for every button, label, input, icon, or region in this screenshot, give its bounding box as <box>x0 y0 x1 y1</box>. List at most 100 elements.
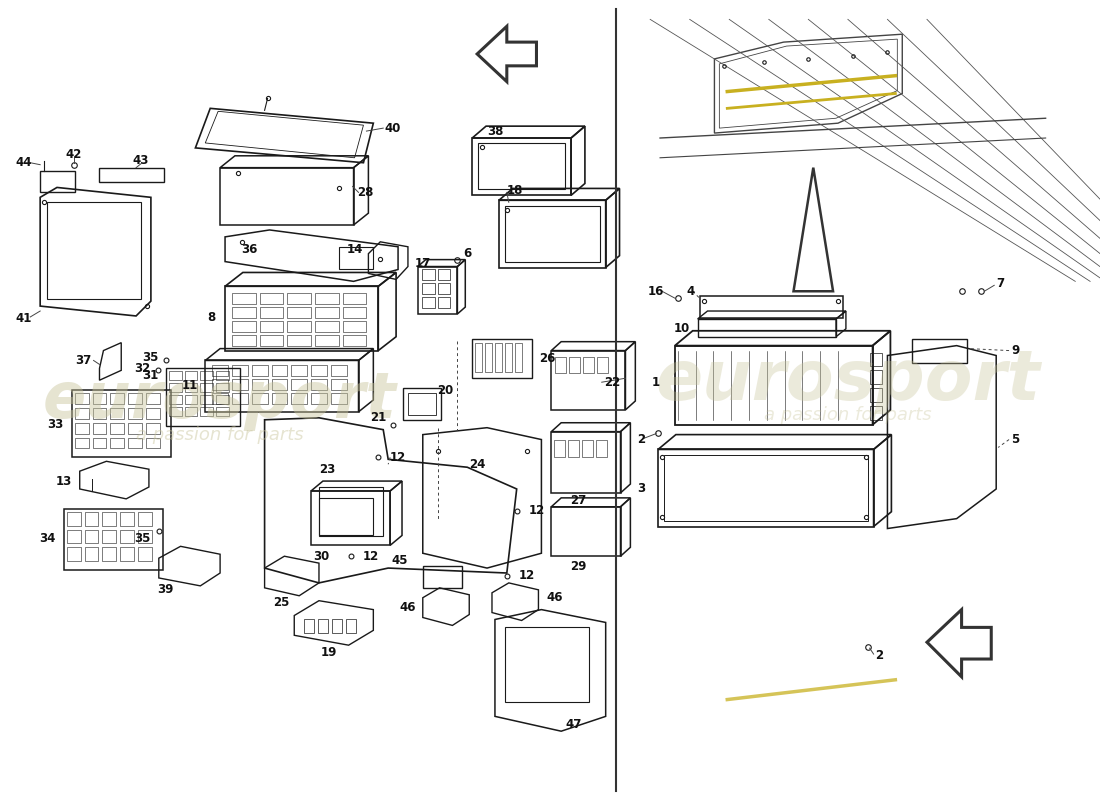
Bar <box>311 366 327 376</box>
Bar <box>92 408 107 418</box>
Bar <box>200 383 213 392</box>
Bar <box>551 350 626 410</box>
Text: 8: 8 <box>207 311 216 325</box>
Bar <box>292 366 307 376</box>
Bar <box>311 379 327 390</box>
Bar <box>110 408 124 418</box>
Bar <box>345 619 355 634</box>
Bar <box>252 366 267 376</box>
Text: 27: 27 <box>570 494 586 507</box>
Bar <box>138 512 152 526</box>
Bar <box>343 334 366 346</box>
Text: 47: 47 <box>565 718 582 730</box>
Text: 45: 45 <box>392 554 408 566</box>
Bar <box>138 547 152 561</box>
Text: 2: 2 <box>876 649 883 662</box>
Text: 6: 6 <box>463 247 472 260</box>
Bar <box>168 371 182 380</box>
Bar <box>216 407 229 416</box>
Text: 37: 37 <box>75 354 91 367</box>
Text: 5: 5 <box>1011 433 1020 446</box>
Bar <box>260 321 284 332</box>
Bar <box>212 366 228 376</box>
Text: 13: 13 <box>56 474 72 487</box>
Text: 10: 10 <box>673 322 690 335</box>
Bar <box>582 439 593 458</box>
Bar <box>185 383 197 392</box>
Text: 7: 7 <box>997 277 1004 290</box>
Bar <box>185 407 197 416</box>
Bar <box>85 547 99 561</box>
Bar <box>319 487 383 537</box>
Text: 32: 32 <box>134 362 151 375</box>
Bar <box>912 338 967 363</box>
Bar <box>319 498 373 535</box>
Bar <box>675 346 872 425</box>
Bar <box>120 547 134 561</box>
Bar <box>569 358 580 374</box>
Bar <box>287 334 311 346</box>
Bar <box>206 361 359 412</box>
Bar <box>75 422 89 434</box>
Bar <box>472 338 531 378</box>
Bar <box>67 512 80 526</box>
Bar <box>505 206 600 262</box>
Bar <box>568 439 579 458</box>
Bar <box>331 366 346 376</box>
Bar <box>212 393 228 404</box>
Bar <box>664 455 868 521</box>
Bar <box>102 530 117 543</box>
Bar <box>120 512 134 526</box>
Bar <box>505 627 588 702</box>
Bar <box>226 286 378 350</box>
Bar <box>260 307 284 318</box>
Bar <box>292 379 307 390</box>
Bar <box>232 393 248 404</box>
Bar <box>232 366 248 376</box>
Bar <box>110 422 124 434</box>
Text: 40: 40 <box>385 122 402 134</box>
Bar <box>110 393 124 404</box>
Text: a passion for parts: a passion for parts <box>136 426 304 444</box>
Text: 35: 35 <box>142 351 158 364</box>
Bar <box>421 283 434 294</box>
Text: 46: 46 <box>547 591 563 604</box>
Bar <box>85 530 99 543</box>
Bar <box>146 422 160 434</box>
Bar <box>292 393 307 404</box>
Text: eurosport: eurosport <box>43 369 397 431</box>
Bar <box>554 439 565 458</box>
Bar <box>418 266 458 314</box>
Text: 42: 42 <box>66 148 82 162</box>
Bar <box>478 143 565 190</box>
Text: 38: 38 <box>487 125 503 138</box>
Text: 11: 11 <box>183 378 198 392</box>
Bar <box>146 438 160 449</box>
Bar <box>311 491 390 546</box>
Text: 41: 41 <box>15 313 32 326</box>
Bar <box>331 379 346 390</box>
Bar <box>332 619 342 634</box>
Bar <box>260 294 284 304</box>
Bar <box>129 393 142 404</box>
Bar <box>287 307 311 318</box>
Text: 35: 35 <box>134 532 151 545</box>
Bar <box>870 388 881 402</box>
Bar <box>315 294 339 304</box>
Text: 12: 12 <box>529 504 544 518</box>
Bar <box>551 506 620 556</box>
Text: 31: 31 <box>143 369 158 382</box>
Bar <box>232 379 248 390</box>
Bar <box>138 530 152 543</box>
Bar <box>343 321 366 332</box>
Bar <box>272 393 287 404</box>
Bar <box>260 334 284 346</box>
Bar <box>75 408 89 418</box>
Bar <box>216 383 229 392</box>
Bar <box>85 512 99 526</box>
Text: 26: 26 <box>539 352 556 365</box>
Bar <box>200 395 213 404</box>
Bar <box>92 438 107 449</box>
Bar <box>495 342 502 372</box>
Bar <box>72 390 170 458</box>
